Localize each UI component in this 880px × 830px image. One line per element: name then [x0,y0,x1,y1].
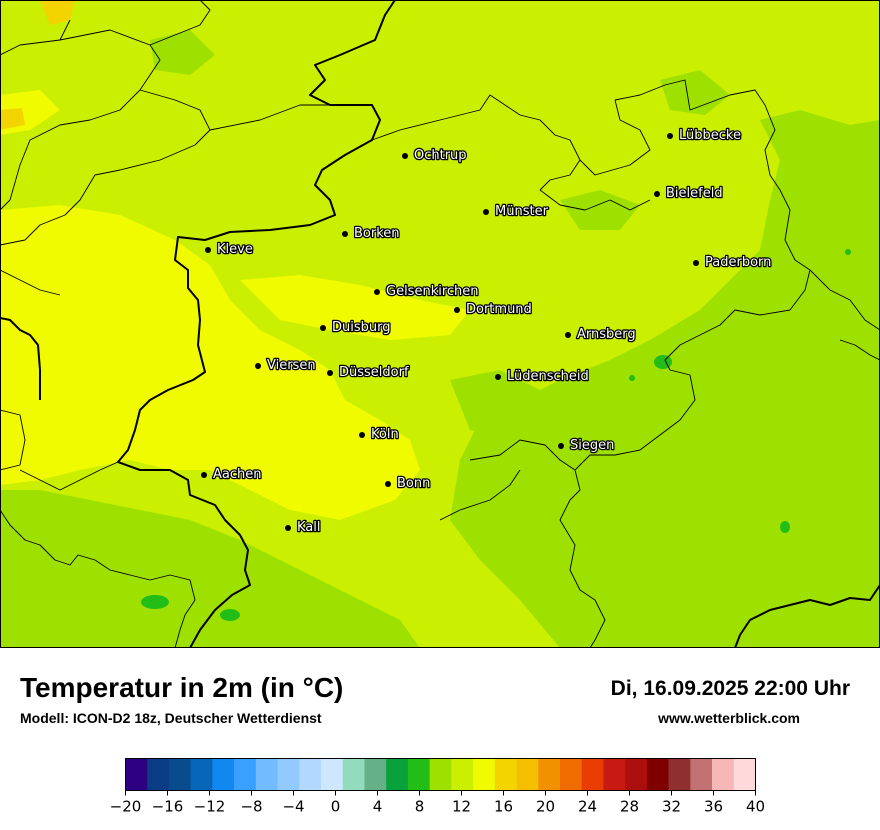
legend-swatch [321,758,344,791]
city-bielefeld: Bielefeld [654,185,724,202]
legend-swatch [712,758,735,791]
city-paderborn: Paderborn [693,254,773,271]
city-duisburg: Duisburg [320,319,392,336]
legend-swatch [494,758,517,791]
model-info: Modell: ICON-D2 18z, Deutscher Wetterdie… [20,710,322,726]
legend-tick-label: 4 [373,798,383,816]
temperature-field-cool [0,30,880,648]
legend-swatch [473,758,496,791]
legend-tick-label: 24 [578,798,597,816]
national-borders [0,0,880,648]
svg-text:Paderborn: Paderborn [705,255,771,270]
svg-text:Aachen: Aachen [213,467,261,482]
svg-text:Ochtrup: Ochtrup [414,148,467,163]
legend-tick-label: 32 [662,798,681,816]
svg-text:Lüdenscheid: Lüdenscheid [507,369,589,384]
temperature-field-cold [141,249,851,621]
legend-swatch [386,758,409,791]
city-viersen: Viersen [255,357,317,374]
svg-text:Gelsenkirchen: Gelsenkirchen [386,284,479,299]
legend-swatch [646,758,669,791]
city-gelsenkirchen: Gelsenkirchen [374,283,480,300]
svg-text:Arnsberg: Arnsberg [577,327,636,342]
legend-swatch [234,758,257,791]
forecast-datetime: Di, 16.09.2025 22:00 Uhr [610,677,850,700]
svg-text:Düsseldorf: Düsseldorf [339,365,409,380]
legend-swatch [451,758,474,791]
svg-text:Kleve: Kleve [217,242,253,257]
legend-tick-label: −20 [110,798,142,816]
district-borders [0,0,880,648]
svg-text:Dortmund: Dortmund [466,302,532,317]
legend-tick-label: 0 [331,798,341,816]
legend-tick-label: 20 [536,798,555,816]
color-legend: −20 −16 −12 −8 −4 0 4 8 12 16 20 24 28 32 36 40 [110,758,765,816]
svg-text:Siegen: Siegen [570,438,614,453]
city-kall: Kall [285,519,322,536]
legend-tick-label: −12 [194,798,226,816]
legend-swatch [190,758,213,791]
legend-tick-label: −4 [282,798,304,816]
svg-text:Kall: Kall [297,520,321,535]
city-siegen: Siegen [558,437,616,454]
legend-swatch [255,758,278,791]
legend-swatches [125,758,756,791]
legend-swatch [581,758,604,791]
city-duesseldorf: Düsseldorf [327,364,410,381]
legend-swatch [212,758,235,791]
city-aachen: Aachen [201,466,263,483]
svg-text:Köln: Köln [371,427,399,442]
city-arnsberg: Arnsberg [565,326,637,343]
legend-tick-label: 36 [704,798,723,816]
city-ochtrup: Ochtrup [402,147,468,164]
city-luebbecke: Lübbecke [667,127,742,144]
legend-tick-label: 28 [620,798,639,816]
temperature-field-orange [0,0,75,130]
legend-tick-label: 16 [494,798,513,816]
legend-swatch [125,758,148,791]
map-title: Temperatur in 2m (in °C) [20,672,344,703]
legend-swatch [168,758,191,791]
legend-swatch [407,758,430,791]
legend-swatch [364,758,387,791]
legend-swatch [668,758,691,791]
svg-text:Viersen: Viersen [267,358,316,373]
svg-text:Borken: Borken [354,226,400,241]
legend-swatch [429,758,452,791]
legend-swatch [147,758,170,791]
svg-text:Bielefeld: Bielefeld [666,186,723,201]
city-kleve: Kleve [205,241,254,258]
website-link[interactable]: www.wetterblick.com [658,710,800,726]
city-borken: Borken [342,225,401,242]
legend-swatch [603,758,626,791]
legend-swatch [733,758,756,791]
legend-swatch [277,758,300,791]
city-koeln: Köln [359,426,400,443]
svg-text:Duisburg: Duisburg [332,320,391,335]
legend-swatch [538,758,561,791]
city-markers: Lübbecke Ochtrup Bielefeld Münster Borke… [201,127,773,536]
legend-tick-label: −8 [240,798,262,816]
svg-text:Lübbecke: Lübbecke [679,128,741,143]
legend-tick-label: −16 [152,798,184,816]
city-muenster: Münster [483,203,550,220]
svg-text:Bonn: Bonn [397,476,430,491]
legend-frame [125,758,756,791]
city-luedenscheid: Lüdenscheid [495,368,590,385]
legend-swatch [690,758,713,791]
legend-swatch [342,758,365,791]
legend-tick-label: 8 [415,798,425,816]
legend-tick-label: 40 [746,798,765,816]
city-bonn: Bonn [385,475,432,492]
legend-swatch [559,758,582,791]
temperature-map: Lübbecke Ochtrup Bielefeld Münster Borke… [0,0,880,648]
legend-tick-label: 12 [452,798,471,816]
legend-ticks: −20 −16 −12 −8 −4 0 4 8 12 16 20 24 28 32 36 40 [110,790,765,816]
city-dortmund: Dortmund [454,301,533,318]
svg-text:Münster: Münster [495,204,549,219]
legend-swatch [299,758,322,791]
legend-swatch [625,758,648,791]
legend-swatch [516,758,539,791]
